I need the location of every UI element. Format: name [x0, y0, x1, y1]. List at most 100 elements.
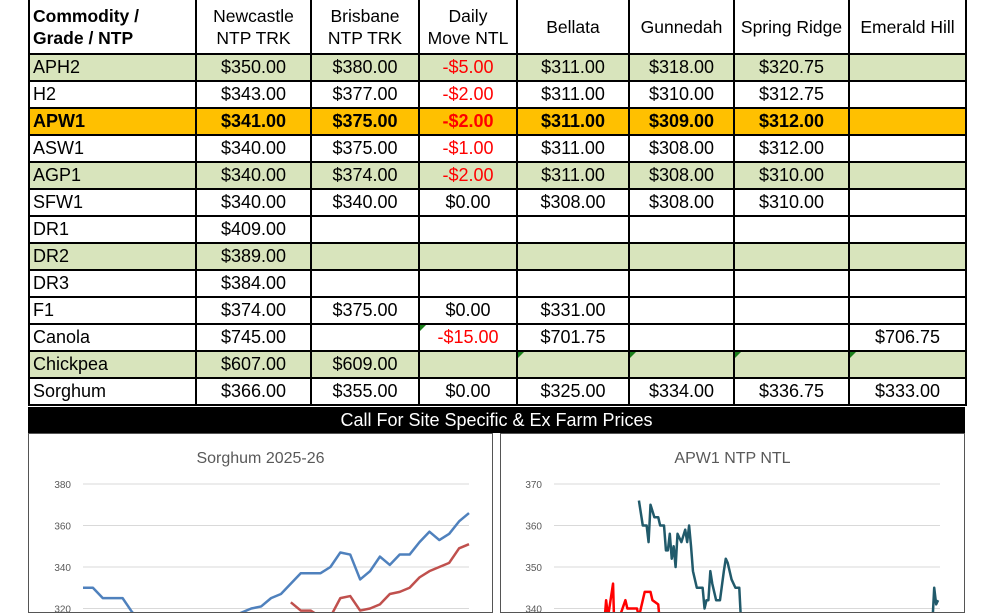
commodity-cell[interactable]: Chickpea	[29, 351, 196, 378]
price-cell[interactable]: $350.00	[196, 54, 311, 81]
price-cell[interactable]	[849, 108, 966, 135]
commodity-cell[interactable]: DR3	[29, 270, 196, 297]
price-cell[interactable]: $374.00	[196, 297, 311, 324]
price-cell[interactable]	[629, 297, 734, 324]
price-cell[interactable]: -$5.00	[419, 54, 517, 81]
price-cell[interactable]	[629, 216, 734, 243]
commodity-cell[interactable]: APH2	[29, 54, 196, 81]
price-cell[interactable]: $309.00	[629, 108, 734, 135]
price-cell[interactable]	[629, 351, 734, 378]
price-cell[interactable]	[849, 135, 966, 162]
price-cell[interactable]: $340.00	[311, 189, 419, 216]
price-cell[interactable]: $355.00	[311, 378, 419, 405]
price-cell[interactable]: $607.00	[196, 351, 311, 378]
price-cell[interactable]: -$2.00	[419, 162, 517, 189]
price-cell[interactable]	[849, 189, 966, 216]
price-cell[interactable]	[849, 351, 966, 378]
price-cell[interactable]	[311, 216, 419, 243]
price-cell[interactable]	[517, 216, 629, 243]
price-cell[interactable]: $334.00	[629, 378, 734, 405]
price-cell[interactable]	[734, 216, 849, 243]
price-cell[interactable]	[849, 54, 966, 81]
price-cell[interactable]: $375.00	[311, 297, 419, 324]
commodity-cell[interactable]: DR1	[29, 216, 196, 243]
price-cell[interactable]	[419, 243, 517, 270]
price-cell[interactable]: $320.75	[734, 54, 849, 81]
price-cell[interactable]: $308.00	[629, 162, 734, 189]
price-cell[interactable]: $311.00	[517, 54, 629, 81]
price-cell[interactable]: $377.00	[311, 81, 419, 108]
price-cell[interactable]	[311, 270, 419, 297]
commodity-cell[interactable]: Canola	[29, 324, 196, 351]
price-cell[interactable]: $409.00	[196, 216, 311, 243]
price-cell[interactable]: $308.00	[629, 189, 734, 216]
price-cell[interactable]: $341.00	[196, 108, 311, 135]
price-cell[interactable]	[734, 324, 849, 351]
price-cell[interactable]: $311.00	[517, 135, 629, 162]
commodity-cell[interactable]: H2	[29, 81, 196, 108]
price-cell[interactable]	[734, 243, 849, 270]
price-cell[interactable]: $325.00	[517, 378, 629, 405]
price-cell[interactable]	[419, 270, 517, 297]
price-cell[interactable]	[849, 162, 966, 189]
price-cell[interactable]	[849, 297, 966, 324]
price-cell[interactable]	[517, 351, 629, 378]
price-cell[interactable]: $308.00	[517, 189, 629, 216]
price-cell[interactable]: $343.00	[196, 81, 311, 108]
commodity-cell[interactable]: Sorghum	[29, 378, 196, 405]
price-cell[interactable]: $340.00	[196, 189, 311, 216]
price-cell[interactable]: $310.00	[734, 189, 849, 216]
price-cell[interactable]	[734, 351, 849, 378]
price-cell[interactable]	[629, 270, 734, 297]
price-cell[interactable]: $701.75	[517, 324, 629, 351]
price-cell[interactable]: $380.00	[311, 54, 419, 81]
price-cell[interactable]	[734, 270, 849, 297]
price-cell[interactable]: $745.00	[196, 324, 311, 351]
price-cell[interactable]: $0.00	[419, 378, 517, 405]
price-cell[interactable]	[517, 243, 629, 270]
price-cell[interactable]: $310.00	[629, 81, 734, 108]
commodity-cell[interactable]: SFW1	[29, 189, 196, 216]
price-cell[interactable]: $609.00	[311, 351, 419, 378]
price-cell[interactable]	[419, 351, 517, 378]
price-cell[interactable]: $340.00	[196, 135, 311, 162]
price-cell[interactable]: $312.00	[734, 108, 849, 135]
price-cell[interactable]: $366.00	[196, 378, 311, 405]
price-cell[interactable]	[629, 243, 734, 270]
price-cell[interactable]: $331.00	[517, 297, 629, 324]
price-cell[interactable]: $375.00	[311, 108, 419, 135]
price-cell[interactable]	[311, 243, 419, 270]
commodity-cell[interactable]: ASW1	[29, 135, 196, 162]
price-cell[interactable]	[419, 216, 517, 243]
price-cell[interactable]: $333.00	[849, 378, 966, 405]
price-cell[interactable]: $308.00	[629, 135, 734, 162]
commodity-cell[interactable]: F1	[29, 297, 196, 324]
price-cell[interactable]: $374.00	[311, 162, 419, 189]
price-cell[interactable]	[849, 270, 966, 297]
price-cell[interactable]: $389.00	[196, 243, 311, 270]
price-cell[interactable]: -$2.00	[419, 81, 517, 108]
price-cell[interactable]: -$15.00	[419, 324, 517, 351]
price-cell[interactable]: $318.00	[629, 54, 734, 81]
price-cell[interactable]	[517, 270, 629, 297]
price-cell[interactable]	[734, 297, 849, 324]
price-cell[interactable]	[311, 324, 419, 351]
price-cell[interactable]: $706.75	[849, 324, 966, 351]
price-cell[interactable]: $340.00	[196, 162, 311, 189]
price-cell[interactable]: $311.00	[517, 162, 629, 189]
commodity-cell[interactable]: AGP1	[29, 162, 196, 189]
price-cell[interactable]: $312.75	[734, 81, 849, 108]
price-cell[interactable]: $384.00	[196, 270, 311, 297]
price-cell[interactable]: $311.00	[517, 81, 629, 108]
price-cell[interactable]: $310.00	[734, 162, 849, 189]
commodity-cell[interactable]: APW1	[29, 108, 196, 135]
price-cell[interactable]: $311.00	[517, 108, 629, 135]
price-cell[interactable]: $0.00	[419, 189, 517, 216]
price-cell[interactable]: $336.75	[734, 378, 849, 405]
price-cell[interactable]: -$2.00	[419, 108, 517, 135]
price-cell[interactable]	[629, 324, 734, 351]
price-cell[interactable]	[849, 243, 966, 270]
price-cell[interactable]: $312.00	[734, 135, 849, 162]
price-cell[interactable]	[849, 81, 966, 108]
price-cell[interactable]	[849, 216, 966, 243]
